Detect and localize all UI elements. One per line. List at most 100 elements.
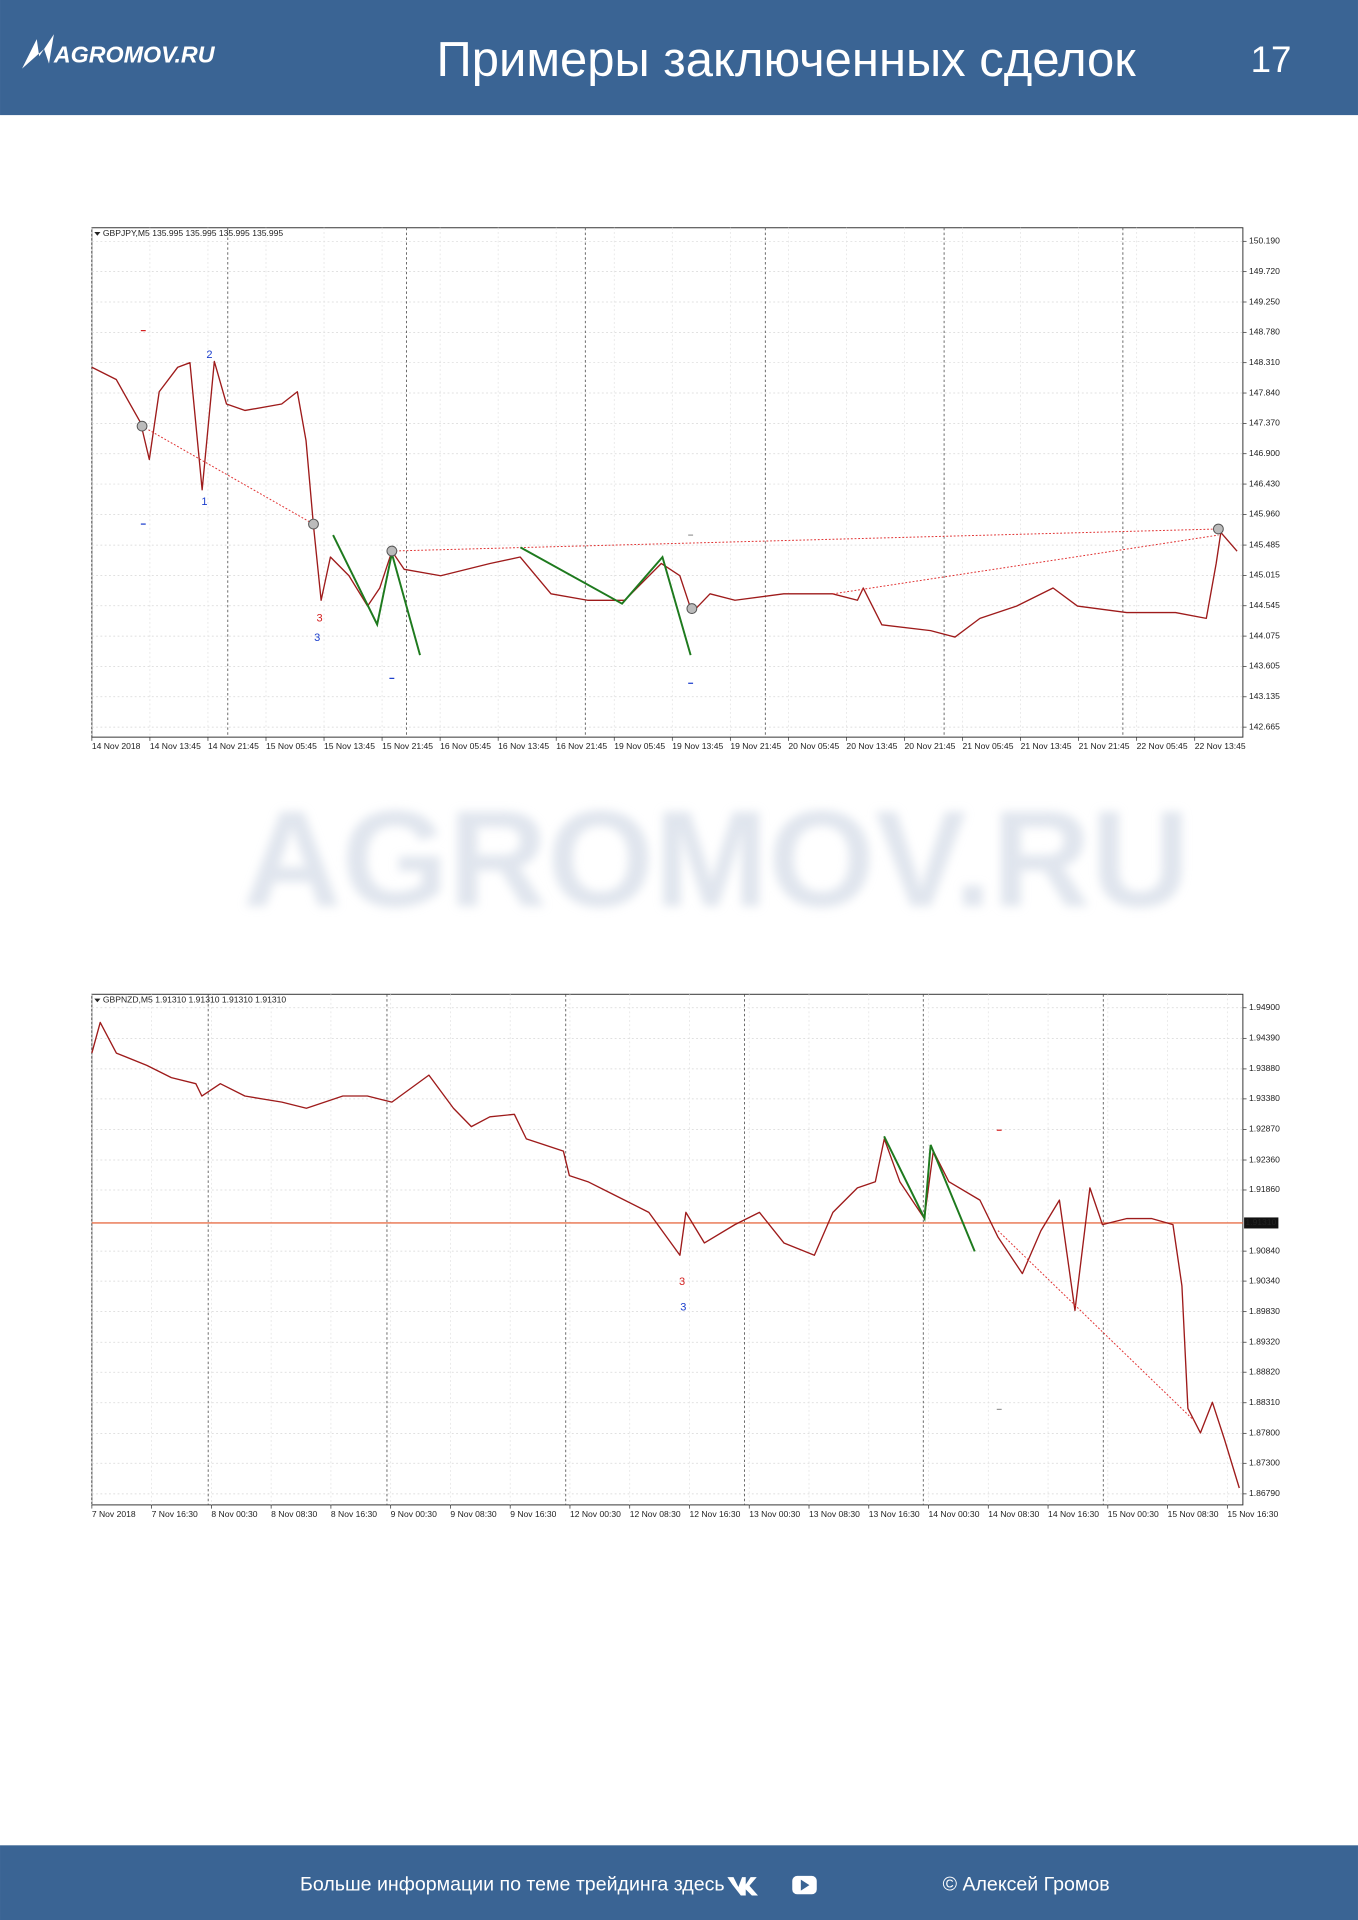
chart: 1.94900 1.94390 1.93880 1.93380 1.92870 1.923… bbox=[91, 993, 1280, 1519]
plot-frame bbox=[91, 227, 1244, 738]
wave-label: 2 bbox=[206, 349, 212, 361]
x-tick-label: 14 Nov 21:45 bbox=[208, 741, 259, 751]
page-number: 17 bbox=[1251, 39, 1292, 80]
y-tick-label: 144.075 bbox=[1249, 630, 1280, 640]
header-title: Примеры заключенных сделок bbox=[437, 33, 1137, 87]
chart-title: GBPJPY,M5 135.995 135.995 135.995 135.99… bbox=[103, 228, 284, 238]
y-tick-label: 1.94900 bbox=[1249, 1002, 1280, 1012]
wave-label: 1 bbox=[201, 496, 207, 508]
x-tick-label: 8 Nov 08:30 bbox=[271, 1509, 317, 1519]
wave-line bbox=[332, 534, 421, 656]
price-tag-label: 1.91310 bbox=[1245, 1217, 1276, 1227]
x-tick-label: 15 Nov 05:45 bbox=[266, 741, 317, 751]
trade-marker bbox=[686, 603, 698, 614]
x-tick-label: 22 Nov 13:45 bbox=[1195, 741, 1246, 751]
y-tick-label: 1.88820 bbox=[1249, 1366, 1280, 1376]
watermark: AGROMOV.RU bbox=[243, 783, 1190, 936]
wave-line bbox=[519, 546, 692, 656]
y-tick-label: 145.015 bbox=[1249, 570, 1280, 580]
y-tick-label: 148.780 bbox=[1249, 327, 1280, 337]
x-tick-label: 7 Nov 2018 bbox=[92, 1509, 136, 1519]
y-tick-label: 147.840 bbox=[1249, 387, 1280, 397]
x-tick-label: 13 Nov 00:30 bbox=[749, 1509, 800, 1519]
footer-bar bbox=[0, 1845, 1358, 1920]
trade-marker bbox=[136, 420, 148, 432]
y-tick-label: 1.87800 bbox=[1249, 1428, 1280, 1438]
yt-play bbox=[800, 1879, 810, 1891]
y-tick-label: 1.87300 bbox=[1249, 1458, 1280, 1468]
y-tick-label: 1.91860 bbox=[1249, 1184, 1280, 1194]
x-tick-label: 21 Nov 13:45 bbox=[1021, 741, 1072, 751]
x-tick-label: 19 Nov 05:45 bbox=[614, 741, 665, 751]
x-tick-label: 16 Nov 13:45 bbox=[498, 741, 549, 751]
x-tick-label: 22 Nov 05:45 bbox=[1137, 741, 1188, 751]
y-tick-label: 142.665 bbox=[1249, 721, 1280, 731]
x-tick-label: 8 Nov 00:30 bbox=[211, 1509, 257, 1519]
x-tick-label: 12 Nov 08:30 bbox=[630, 1509, 681, 1519]
trade-marker bbox=[386, 545, 398, 557]
header-bar bbox=[0, 0, 1358, 116]
x-tick-label: 12 Nov 16:30 bbox=[689, 1509, 740, 1519]
y-tick-label: 145.485 bbox=[1249, 539, 1280, 549]
title-arrow bbox=[94, 998, 101, 1003]
y-tick-label: 1.90840 bbox=[1249, 1245, 1280, 1255]
x-tick-label: 9 Nov 16:30 bbox=[510, 1509, 556, 1519]
x-tick-label: 21 Nov 21:45 bbox=[1079, 741, 1130, 751]
y-tick-label: 1.93380 bbox=[1249, 1093, 1280, 1103]
x-tick-label: 7 Nov 16:30 bbox=[152, 1509, 198, 1519]
trade-marker bbox=[308, 518, 319, 530]
x-tick-label: 20 Nov 13:45 bbox=[846, 741, 897, 751]
x-tick-label: 16 Nov 05:45 bbox=[440, 741, 491, 751]
x-tick-label: 14 Nov 00:30 bbox=[929, 1509, 980, 1519]
x-tick-label: 15 Nov 00:30 bbox=[1108, 1509, 1159, 1519]
y-tick-label: 1.88310 bbox=[1249, 1397, 1280, 1407]
y-tick-label: 1.89320 bbox=[1249, 1336, 1280, 1346]
x-tick-label: 16 Nov 21:45 bbox=[556, 741, 607, 751]
price-tag bbox=[1244, 1217, 1279, 1229]
vk-icon[interactable] bbox=[727, 1877, 758, 1896]
y-tick-label: 1.92870 bbox=[1249, 1124, 1280, 1134]
y-tick-label: 1.89830 bbox=[1249, 1306, 1280, 1316]
x-tick-label: 14 Nov 16:30 bbox=[1048, 1509, 1099, 1519]
x-tick-label: 14 Nov 13:45 bbox=[150, 741, 201, 751]
x-tick-label: 21 Nov 05:45 bbox=[963, 741, 1014, 751]
y-tick-label: 1.90340 bbox=[1249, 1275, 1280, 1285]
price-line-series bbox=[91, 360, 1238, 638]
x-tick-label: 14 Nov 08:30 bbox=[988, 1509, 1039, 1519]
x-tick-label: 8 Nov 16:30 bbox=[331, 1509, 377, 1519]
wave-line bbox=[883, 1135, 976, 1252]
y-tick-label: 1.94390 bbox=[1249, 1033, 1280, 1043]
x-tick-label: 9 Nov 00:30 bbox=[391, 1509, 437, 1519]
x-tick-label: 14 Nov 2018 bbox=[92, 741, 141, 751]
footer-text: Больше информации по теме трейдинга здес… bbox=[300, 1874, 725, 1896]
trade-marker bbox=[1213, 523, 1224, 535]
price-line-series bbox=[91, 1021, 1240, 1489]
x-tick-label: 15 Nov 21:45 bbox=[382, 741, 433, 751]
x-tick-label: 19 Nov 21:45 bbox=[730, 741, 781, 751]
y-tick-label: 146.900 bbox=[1249, 448, 1280, 458]
logo: AGROMOV.RU bbox=[53, 41, 216, 67]
title-arrow bbox=[94, 232, 101, 236]
chart-title: GBPNZD,M5 1.91310 1.91310 1.91310 1.9131… bbox=[103, 995, 287, 1005]
x-tick-label: 13 Nov 16:30 bbox=[869, 1509, 920, 1519]
trend-dotted bbox=[832, 534, 1219, 595]
x-tick-label: 9 Nov 08:30 bbox=[450, 1509, 496, 1519]
x-tick-label: 15 Nov 16:30 bbox=[1227, 1509, 1278, 1519]
y-tick-label: 149.720 bbox=[1249, 266, 1280, 276]
y-tick-label: 144.545 bbox=[1249, 600, 1280, 610]
y-tick-label: 148.310 bbox=[1249, 357, 1280, 367]
x-tick-label: 13 Nov 08:30 bbox=[809, 1509, 860, 1519]
y-tick-label: 150.190 bbox=[1249, 236, 1280, 246]
y-tick-label: 1.93880 bbox=[1249, 1063, 1280, 1073]
y-tick-label: 1.92360 bbox=[1249, 1154, 1280, 1164]
wave-label: 3 bbox=[679, 1276, 685, 1288]
y-tick-label: 1.86790 bbox=[1249, 1488, 1280, 1498]
y-tick-label: 146.430 bbox=[1249, 478, 1280, 488]
y-tick-label: 147.370 bbox=[1249, 418, 1280, 428]
youtube-icon[interactable] bbox=[792, 1875, 817, 1895]
plot-frame bbox=[91, 993, 1244, 1506]
y-tick-label: 143.135 bbox=[1249, 691, 1280, 701]
wave-label: 3 bbox=[680, 1302, 686, 1314]
